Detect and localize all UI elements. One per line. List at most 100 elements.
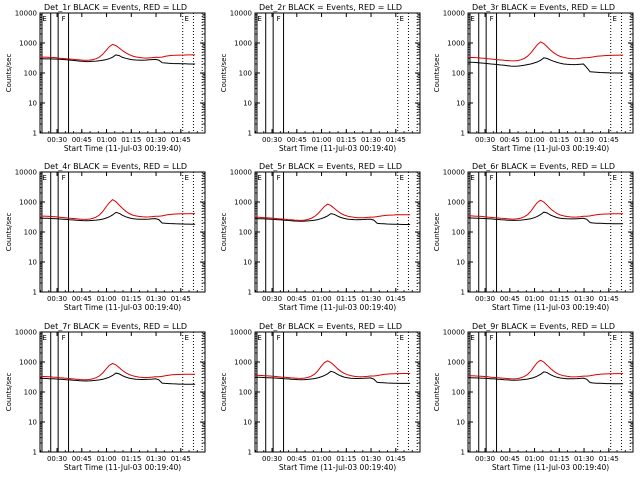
y-tick-label: 10: [456, 419, 465, 427]
panel-det-9r: Det_9r BLACK = Events, RED = LLD Counts/s…: [433, 322, 634, 472]
x-axis-label: Start Time (11-Jul-03 00:19:40): [492, 463, 609, 472]
y-tick-label: 100: [239, 70, 252, 78]
x-tick-label: 01:30: [574, 136, 594, 144]
x-tick-label: 01:45: [171, 295, 191, 303]
plot-frame: [467, 171, 634, 293]
event-marker-label: E: [613, 174, 617, 182]
x-tick-label: 00:30: [47, 136, 67, 144]
x-tick-label: 01:15: [549, 455, 569, 463]
event-marker-label: E: [42, 15, 46, 23]
y-axis-label: Counts/sec: [433, 54, 441, 93]
series-events-line: [39, 54, 196, 65]
x-tick-label: 01:00: [524, 295, 544, 303]
event-marker-label: E: [42, 334, 46, 342]
y-tick-label: 100: [452, 70, 465, 78]
x-tick-label: 01:00: [311, 455, 331, 463]
series-lld-line: [254, 360, 411, 379]
x-axis-label: Start Time (11-Jul-03 00:19:40): [64, 463, 181, 472]
x-tick-label: 00:45: [287, 295, 307, 303]
x-tick-label: 00:30: [47, 455, 67, 463]
event-marker-label: E: [470, 174, 474, 182]
y-axis-label: Counts/sec: [5, 213, 13, 252]
event-marker-label: E: [185, 174, 189, 182]
event-marker-label: F: [490, 334, 494, 342]
x-tick-label: 00:45: [287, 455, 307, 463]
event-marker-label: E: [613, 334, 617, 342]
y-tick-label: 1000: [19, 40, 37, 48]
plot-frame: [254, 331, 421, 453]
series-events-line: [467, 57, 624, 74]
y-tick-label: 1: [248, 130, 252, 138]
panel-det-3r: Det_3r BLACK = Events, RED = LLD Counts/s…: [433, 3, 634, 153]
x-tick-label: 00:45: [287, 136, 307, 144]
y-tick-label: 1: [461, 289, 465, 297]
x-axis-label: Start Time (11-Jul-03 00:19:40): [492, 303, 609, 312]
x-tick-label: 00:30: [262, 136, 282, 144]
x-tick-label: 00:45: [72, 136, 92, 144]
y-tick-label: 10000: [15, 169, 37, 177]
y-tick-label: 1000: [234, 359, 252, 367]
y-axis-label: Counts/sec: [433, 213, 441, 252]
y-tick-label: 10000: [443, 169, 465, 177]
y-tick-label: 1: [33, 449, 37, 457]
x-tick-label: 01:30: [574, 455, 594, 463]
panel-title: Det_1r BLACK = Events, RED = LLD: [44, 3, 187, 12]
panel-title: Det_9r BLACK = Events, RED = LLD: [472, 322, 615, 331]
x-tick-label: 00:30: [475, 136, 495, 144]
x-tick-label: 01:45: [386, 455, 406, 463]
event-marker-label: E: [257, 334, 261, 342]
y-tick-label: 100: [239, 229, 252, 237]
series-events-line: [467, 371, 624, 385]
x-tick-label: 01:30: [361, 455, 381, 463]
panel-title: Det_2r BLACK = Events, RED = LLD: [259, 3, 402, 12]
event-marker-label: F: [277, 15, 281, 23]
panel-det-8r: Det_8r BLACK = Events, RED = LLD Counts/s…: [220, 322, 421, 472]
event-marker-label: F: [277, 334, 281, 342]
y-axis-label: Counts/sec: [5, 54, 13, 93]
y-tick-label: 1: [248, 289, 252, 297]
x-tick-label: 01:45: [599, 136, 619, 144]
x-axis-label: Start Time (11-Jul-03 00:19:40): [64, 144, 181, 153]
event-marker-label: F: [490, 15, 494, 23]
x-tick-label: 00:30: [47, 295, 67, 303]
y-tick-label: 1000: [234, 199, 252, 207]
y-axis-label: Counts/sec: [433, 373, 441, 412]
x-tick-label: 01:45: [171, 136, 191, 144]
x-tick-label: 00:30: [262, 295, 282, 303]
event-marker-label: E: [400, 334, 404, 342]
y-tick-label: 100: [24, 70, 37, 78]
y-tick-label: 100: [452, 229, 465, 237]
plot-frame: [39, 12, 206, 134]
y-tick-label: 10: [28, 259, 37, 267]
y-tick-label: 100: [24, 229, 37, 237]
y-tick-label: 10000: [230, 329, 252, 337]
x-tick-label: 01:00: [96, 295, 116, 303]
y-axis-label: Counts/sec: [5, 373, 13, 412]
y-tick-label: 1: [461, 130, 465, 138]
panel-det-1r: Det_1r BLACK = Events, RED = LLD Counts/s…: [5, 3, 206, 153]
event-marker-label: E: [185, 15, 189, 23]
x-tick-label: 01:45: [599, 455, 619, 463]
y-tick-label: 1000: [19, 199, 37, 207]
x-tick-label: 01:45: [599, 295, 619, 303]
y-tick-label: 10: [28, 419, 37, 427]
plot-frame: [39, 331, 206, 453]
x-tick-label: 01:00: [96, 136, 116, 144]
y-tick-label: 10: [456, 259, 465, 267]
plot-frame: [254, 171, 421, 293]
x-tick-label: 01:45: [386, 136, 406, 144]
y-tick-label: 100: [24, 389, 37, 397]
x-tick-label: 01:00: [311, 295, 331, 303]
y-tick-label: 10000: [15, 10, 37, 18]
y-tick-label: 1: [33, 130, 37, 138]
x-tick-label: 01:15: [121, 295, 141, 303]
x-tick-label: 01:30: [574, 295, 594, 303]
x-tick-label: 01:15: [336, 136, 356, 144]
x-tick-label: 01:30: [361, 136, 381, 144]
event-marker-label: F: [62, 15, 66, 23]
x-tick-label: 00:30: [475, 455, 495, 463]
panel-det-7r: Det_7r BLACK = Events, RED = LLD Counts/s…: [5, 322, 206, 472]
x-axis-label: Start Time (11-Jul-03 00:19:40): [279, 303, 396, 312]
y-tick-label: 1: [461, 449, 465, 457]
